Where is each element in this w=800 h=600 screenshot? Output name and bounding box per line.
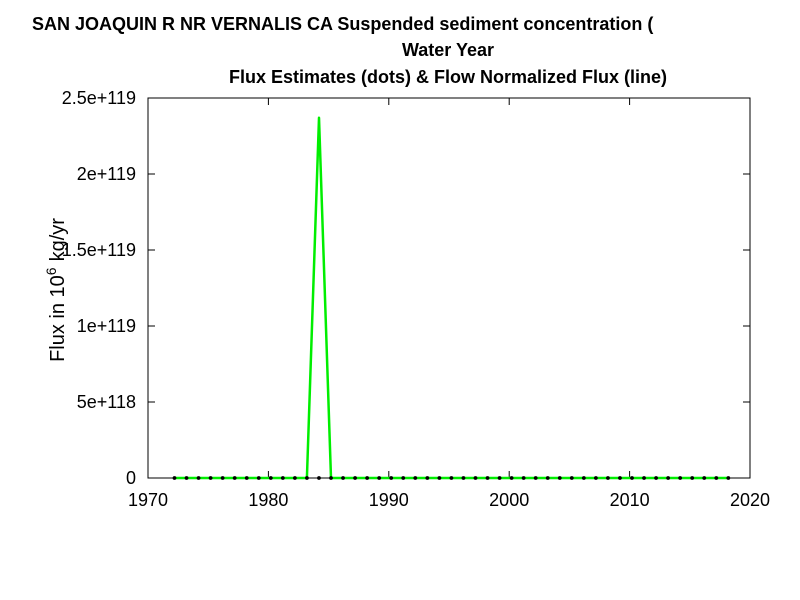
flux-estimate-point bbox=[690, 476, 695, 480]
flux-estimate-point bbox=[726, 476, 731, 480]
flux-estimate-point bbox=[485, 476, 490, 480]
flux-estimate-point bbox=[317, 476, 321, 480]
y-axis-label-superscript: 6 bbox=[43, 267, 59, 275]
flux-estimate-point bbox=[292, 476, 297, 480]
flux-estimate-point bbox=[329, 476, 333, 480]
flux-estimate-point bbox=[305, 476, 309, 480]
flux-estimate-point bbox=[220, 476, 225, 480]
flux-estimate-point bbox=[630, 476, 634, 480]
flux-estimate-point bbox=[666, 476, 671, 480]
flux-estimate-point bbox=[569, 476, 574, 480]
flux-estimate-point bbox=[425, 476, 430, 480]
flux-estimate-point bbox=[256, 476, 261, 480]
flux-estimate-point bbox=[232, 476, 237, 480]
flux-estimate-point bbox=[593, 476, 598, 480]
flux-estimate-point bbox=[606, 476, 610, 480]
y-axis-label-unit: kg/yr bbox=[47, 218, 69, 262]
y-tick-label: 1e+119 bbox=[77, 316, 136, 336]
flux-estimate-point bbox=[377, 476, 382, 480]
flux-estimate-point bbox=[208, 476, 213, 480]
flux-estimate-point bbox=[449, 476, 454, 480]
y-tick-label: 0 bbox=[126, 468, 136, 488]
flux-estimate-point bbox=[654, 476, 658, 480]
y-tick-label: 2e+119 bbox=[77, 164, 136, 184]
y-tick-label: 5e+118 bbox=[77, 392, 136, 412]
chart-title-line-3: Flux Estimates (dots) & Flow Normalized … bbox=[229, 67, 667, 87]
y-axis: 0 5e+118 1e+119 1.5e+119 2e+119 2.5e+119 bbox=[62, 88, 750, 488]
x-tick-label: 1970 bbox=[128, 490, 168, 510]
flux-estimate-point bbox=[557, 476, 562, 480]
y-tick-label: 2.5e+119 bbox=[62, 88, 136, 108]
flux-estimate-point bbox=[365, 476, 370, 480]
chart-title-line-1: SAN JOAQUIN R NR VERNALIS CA Suspended s… bbox=[32, 14, 653, 34]
flux-estimate-point bbox=[678, 476, 683, 480]
y-axis-label-main: Flux in 10 bbox=[47, 275, 69, 362]
flux-estimate-point bbox=[497, 476, 502, 480]
plot-frame bbox=[147, 97, 751, 479]
flux-estimate-point bbox=[702, 476, 707, 480]
flux-estimate-point bbox=[437, 476, 442, 480]
flux-estimate-point bbox=[581, 476, 586, 480]
series-layer bbox=[172, 116, 731, 480]
x-tick-label: 2000 bbox=[489, 490, 529, 510]
series-line-flow-normalized bbox=[174, 116, 729, 480]
flux-estimate-point bbox=[341, 476, 345, 480]
chart-title-line-2: Water Year bbox=[402, 40, 494, 60]
flux-estimate-point bbox=[642, 476, 646, 480]
flux-estimate-point bbox=[473, 476, 478, 480]
flux-estimate-point bbox=[353, 476, 357, 480]
x-tick-label: 1990 bbox=[369, 490, 409, 510]
x-tick-label: 2010 bbox=[610, 490, 650, 510]
flux-estimate-point bbox=[280, 476, 285, 480]
flux-estimate-point bbox=[244, 476, 249, 480]
y-tick-label: 1.5e+119 bbox=[62, 240, 136, 260]
flux-estimate-point bbox=[509, 476, 514, 480]
y-axis-label: Flux in 106 kg/yr bbox=[43, 218, 69, 362]
flux-estimate-point bbox=[545, 476, 550, 480]
flux-estimate-point bbox=[618, 476, 622, 480]
x-tick-label: 2020 bbox=[730, 490, 770, 510]
flux-estimate-point bbox=[389, 476, 394, 480]
flux-estimate-point bbox=[196, 476, 201, 480]
flux-estimate-point bbox=[401, 476, 406, 480]
flux-estimate-point bbox=[533, 476, 538, 480]
flux-estimate-point bbox=[714, 476, 719, 480]
flux-estimate-point bbox=[172, 476, 177, 480]
flux-estimate-point bbox=[521, 476, 526, 480]
x-axis: 1970 1980 1990 2000 2010 2020 bbox=[128, 98, 770, 510]
flux-estimate-point bbox=[461, 476, 466, 480]
x-tick-label: 1980 bbox=[248, 490, 288, 510]
flux-estimate-point bbox=[184, 476, 189, 480]
flux-estimate-point bbox=[413, 476, 418, 480]
flux-estimate-point bbox=[268, 476, 273, 480]
